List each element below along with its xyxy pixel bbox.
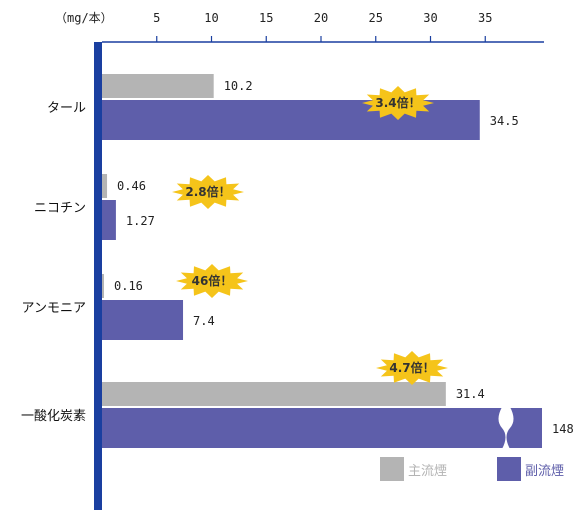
ratio-starburst (176, 264, 248, 298)
legend-swatch (497, 457, 521, 481)
category-label: アンモニア (22, 301, 86, 316)
bar-mainstream-1 (102, 174, 108, 198)
category-label: タール (47, 101, 86, 116)
bar-mainstream-2 (102, 274, 104, 298)
ratio-label: 2.8倍！ (185, 184, 230, 199)
bar-sidestream-1 (102, 200, 116, 240)
x-tick-label: 35 (478, 11, 492, 25)
legend-label: 副流煙 (525, 464, 564, 479)
x-tick-label: 20 (314, 11, 328, 25)
value-label-sidestream: 34.5 (490, 114, 519, 128)
legend-label: 主流煙 (408, 464, 447, 479)
value-label-sidestream: 148 (552, 422, 574, 436)
ratio-starburst (172, 175, 244, 209)
category-label: ニコチン (34, 201, 86, 216)
ratio-label: 3.4倍！ (375, 95, 420, 110)
bar-mainstream-3 (102, 382, 446, 406)
value-label-mainstream: 10.2 (224, 79, 253, 93)
x-tick-label: 5 (153, 11, 160, 25)
bar-mainstream-0 (102, 74, 214, 98)
category-label: 一酸化炭素 (21, 409, 86, 424)
axis-break-marker (498, 407, 514, 449)
x-tick-label: 25 (369, 11, 383, 25)
ratio-label: 4.7倍！ (389, 360, 434, 375)
value-label-sidestream: 1.27 (126, 214, 155, 228)
value-label-mainstream: 31.4 (456, 387, 485, 401)
bar-sidestream-2 (102, 300, 184, 340)
bar-sidestream-3 (102, 408, 542, 448)
ratio-label: 46倍！ (192, 273, 233, 288)
y-axis-bar (94, 42, 102, 510)
unit-label: （mg/本） (55, 11, 113, 25)
x-tick-label: 30 (423, 11, 437, 25)
value-label-sidestream: 7.4 (193, 314, 215, 328)
x-tick-label: 10 (204, 11, 218, 25)
value-label-mainstream: 0.16 (114, 279, 143, 293)
ratio-starburst (376, 351, 448, 385)
x-tick-label: 15 (259, 11, 273, 25)
ratio-starburst (362, 86, 434, 120)
legend-swatch (380, 457, 404, 481)
value-label-mainstream: 0.46 (117, 179, 146, 193)
